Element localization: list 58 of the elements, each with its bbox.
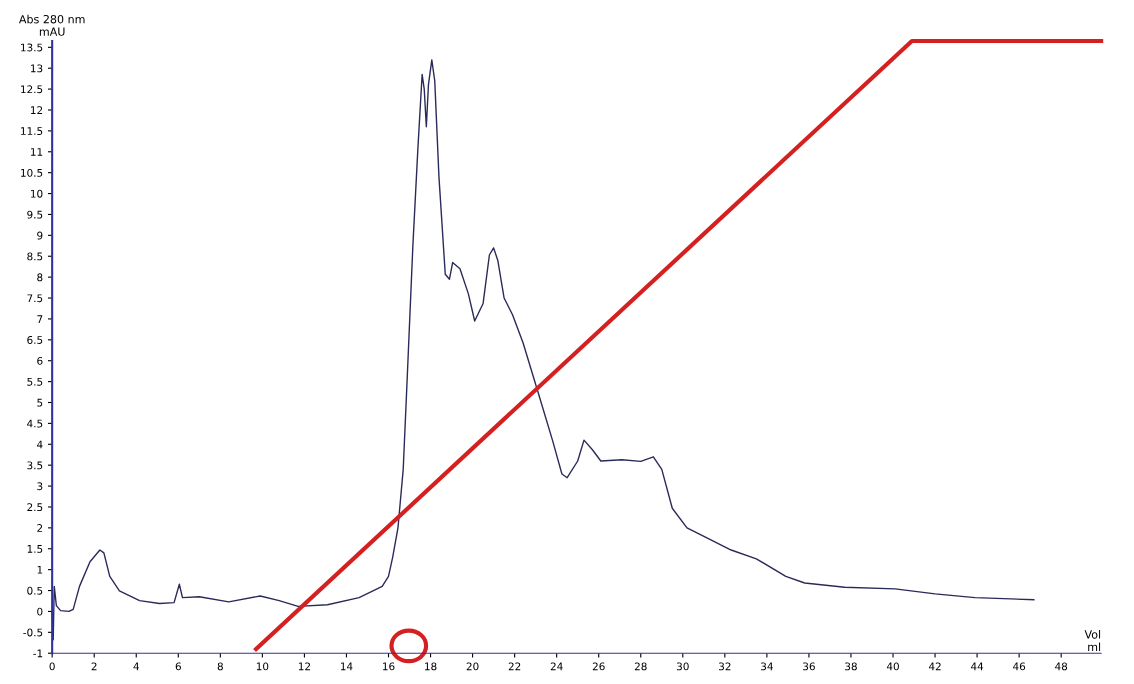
x-tick-label: 30 <box>676 662 689 671</box>
x-tick-label: 10 <box>256 662 269 671</box>
y-tick-label: 1.5 <box>27 545 43 553</box>
x-tick-label: 26 <box>592 662 605 671</box>
x-tick-label: 24 <box>550 662 563 671</box>
x-tick-label: 44 <box>970 662 984 671</box>
y-tick-label: 3 <box>37 482 43 491</box>
x-tick-label: 6 <box>175 662 181 671</box>
x-tick-label: 40 <box>886 662 899 671</box>
y-tick-label: 5.5 <box>27 377 43 386</box>
y-tick-label: 4 <box>37 440 43 449</box>
x-tick-label: 18 <box>425 662 437 671</box>
y-tick-label: 6.5 <box>27 336 43 344</box>
y-tick-label: 6 <box>37 356 43 365</box>
y-tick-label: 9 <box>37 231 43 240</box>
x-tick-label: 4 <box>133 662 139 671</box>
x-tick-label: 2 <box>91 662 97 671</box>
x-tick-label: 20 <box>466 662 479 671</box>
y-tick-label: 7.5 <box>27 294 43 303</box>
x-tick-label: 0 <box>49 662 55 671</box>
x-tick-label: 22 <box>508 662 521 671</box>
x-tick-label: 8 <box>217 662 223 671</box>
y-tick-label: 3.5 <box>27 461 43 470</box>
y-tick-label: 13 <box>31 64 43 73</box>
y-tick-label: 9.5 <box>27 210 43 219</box>
x-tick-label: 28 <box>634 662 647 671</box>
y-tick-label: 8 <box>37 273 43 282</box>
y-tick-label: 0.5 <box>27 586 43 595</box>
x-tick-label: 16 <box>383 662 395 671</box>
x-axis-title: Vol ml <box>1084 630 1101 651</box>
x-tick-label: 14 <box>340 662 353 671</box>
y-tick-label: 11.5 <box>21 127 43 135</box>
y-tick-label: -0.5 <box>23 628 43 637</box>
y-tick-label: 10.5 <box>21 168 43 177</box>
x-tick-label: 34 <box>761 662 773 671</box>
x-tick-label: 36 <box>803 662 815 671</box>
y-tick-label: 0 <box>37 607 43 616</box>
y-tick-label: 13.5 <box>21 43 43 52</box>
y-tick-label: 2.5 <box>27 503 43 512</box>
y-tick-label: 5 <box>37 398 43 407</box>
y-tick-label: 2 <box>37 524 43 532</box>
y-tick-label: 8.5 <box>27 252 43 261</box>
x-tick-label: 42 <box>928 662 941 671</box>
y-tick-label: 1 <box>37 566 43 574</box>
x-tick-label: 46 <box>1013 662 1026 671</box>
y-axis-title: Abs 280 nm mAU <box>18 14 85 36</box>
line-series <box>51 59 1035 641</box>
x-tick-label: 12 <box>298 662 310 671</box>
y-tick-label: 4.5 <box>27 419 43 428</box>
x-tick-label: 38 <box>845 662 857 671</box>
y-tick-label: 7 <box>37 315 43 323</box>
y-tick-label: 10 <box>31 189 43 198</box>
y-tick-label: -1 <box>33 649 43 658</box>
y-tick-label: 11 <box>31 148 43 156</box>
x-tick-label: 48 <box>1055 662 1068 671</box>
x-tick-label: 32 <box>719 662 731 671</box>
y-tick-label: 12.5 <box>21 85 43 94</box>
y-tick-label: 12 <box>31 106 43 114</box>
